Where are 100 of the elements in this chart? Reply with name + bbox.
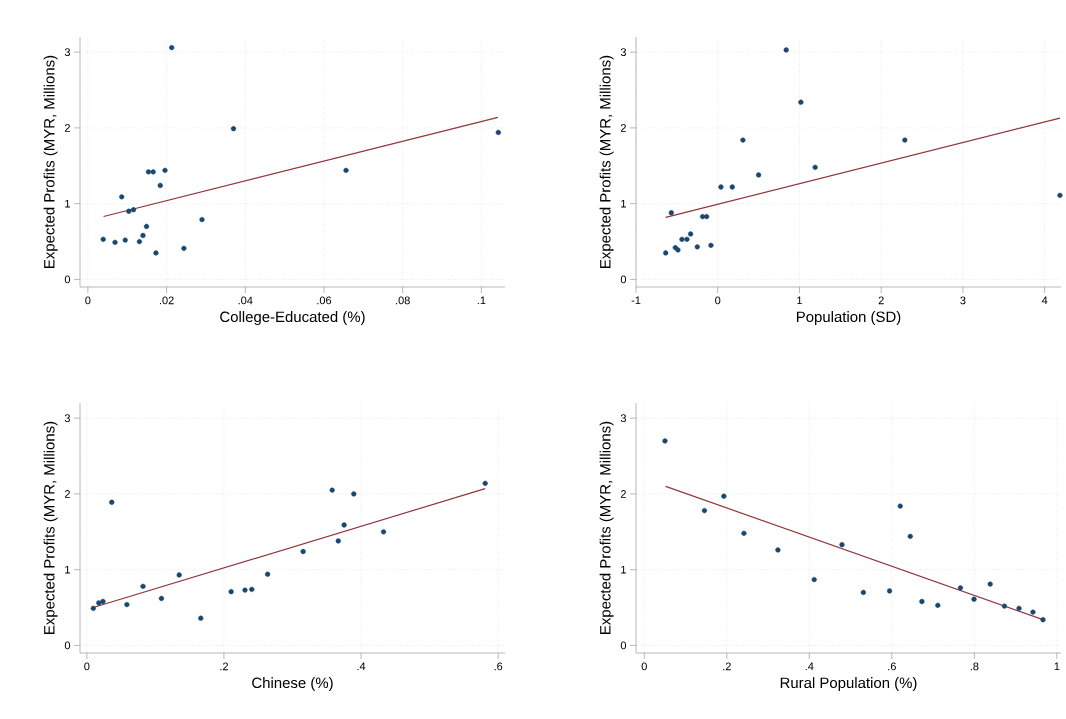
x-axis-title: Chinese (%): [252, 677, 333, 692]
point: [343, 167, 349, 173]
y-tick-label: 0: [620, 641, 627, 650]
point: [704, 213, 710, 220]
point: [860, 589, 866, 595]
point: [329, 487, 335, 493]
point: [335, 538, 341, 544]
point: [971, 596, 977, 602]
x-tick-label: .6: [888, 662, 896, 671]
point: [987, 581, 993, 587]
x-tick-label: 0: [715, 296, 721, 305]
point: [100, 236, 106, 242]
point: [145, 169, 152, 175]
point: [957, 585, 964, 591]
x-tick-label: .6: [494, 662, 503, 671]
point: [228, 589, 234, 595]
point: [100, 598, 106, 605]
point: [150, 169, 156, 175]
point: [718, 184, 724, 190]
point: [124, 601, 130, 608]
y-tick-label: 1: [621, 565, 626, 574]
point: [919, 598, 925, 605]
point: [126, 208, 132, 214]
point: [700, 213, 706, 220]
point: [798, 99, 804, 105]
x-tick-label: .06: [317, 296, 332, 305]
point: [265, 571, 271, 577]
point: [1040, 617, 1046, 623]
point: [1016, 605, 1022, 611]
y-tick-label: 0: [64, 275, 71, 284]
point: [783, 47, 789, 53]
point: [663, 250, 669, 256]
x-tick-label: .08: [396, 296, 410, 305]
x-tick-label: .1: [477, 296, 486, 305]
point: [688, 231, 694, 237]
point: [675, 247, 681, 253]
point: [157, 182, 163, 189]
point: [1001, 603, 1008, 609]
point: [112, 239, 118, 245]
x-tick-label: 0: [641, 662, 647, 671]
x-axis-title: Population (SD): [796, 311, 901, 326]
point: [907, 533, 913, 539]
x-tick-label: 1: [1054, 662, 1060, 671]
point: [153, 250, 159, 256]
y-tick-label: 2: [64, 490, 70, 498]
y-tick-label: 3: [64, 48, 70, 57]
point: [886, 588, 893, 594]
point: [130, 207, 137, 213]
point: [169, 45, 175, 51]
x-tick-label: .4: [805, 662, 814, 671]
point: [158, 595, 165, 602]
point: [176, 572, 182, 578]
point: [300, 548, 306, 555]
y-tick-label: 3: [620, 414, 626, 423]
point: [1057, 192, 1063, 198]
y-tick-label: 0: [64, 641, 71, 650]
x-tick-label: 4: [1041, 296, 1048, 305]
point: [668, 210, 674, 216]
point: [143, 223, 150, 229]
point: [935, 602, 941, 608]
point: [181, 245, 187, 251]
y-tick-label: 1: [65, 199, 70, 208]
y-axis-title: Expected Profits (MYR, Millions): [43, 421, 58, 634]
point: [96, 600, 102, 606]
point: [482, 480, 488, 486]
point: [679, 236, 685, 242]
point: [775, 547, 781, 553]
point: [897, 503, 903, 509]
point: [249, 586, 255, 592]
point: [1030, 609, 1036, 615]
y-tick-label: 2: [64, 124, 70, 132]
point: [684, 236, 690, 242]
point: [140, 232, 146, 239]
point: [162, 167, 168, 173]
x-axis-title: College-Educated (%): [220, 311, 365, 326]
point: [839, 542, 845, 548]
x-tick-label: 0: [84, 662, 90, 671]
point: [708, 242, 714, 248]
x-tick-label: .04: [238, 296, 253, 305]
point: [122, 237, 128, 243]
y-tick-label: 0: [620, 275, 627, 284]
point: [811, 576, 817, 583]
point: [199, 216, 205, 223]
y-tick-label: 1: [621, 199, 626, 208]
x-tick-label: .8: [970, 662, 979, 671]
point: [109, 499, 115, 505]
point: [902, 137, 908, 143]
point: [136, 238, 143, 245]
point: [721, 493, 727, 499]
y-axis-title: Expected Profits (MYR, Millions): [599, 55, 614, 268]
point: [90, 605, 96, 611]
point: [351, 491, 357, 497]
point: [812, 164, 818, 170]
point: [119, 194, 125, 200]
x-tick-label: .2: [723, 662, 731, 671]
y-axis-title: Expected Profits (MYR, Millions): [43, 55, 58, 268]
x-tick-label: .2: [220, 662, 228, 671]
x-tick-label: 2: [878, 296, 884, 305]
point: [380, 529, 387, 535]
point: [341, 522, 347, 528]
